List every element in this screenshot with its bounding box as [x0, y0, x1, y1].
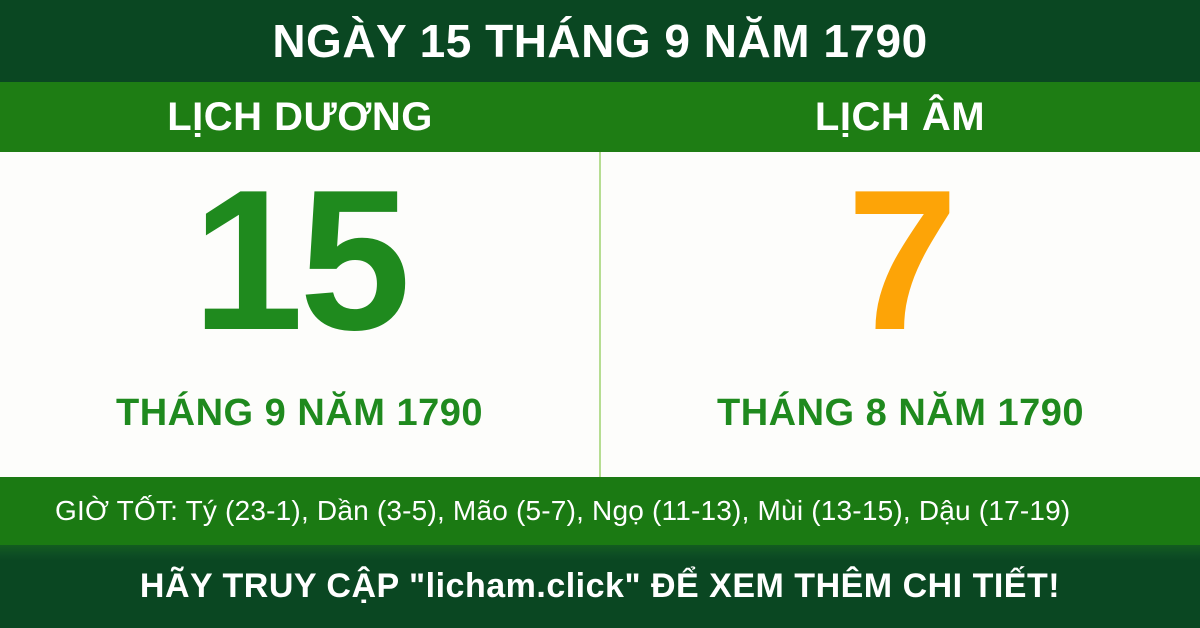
lunar-day-panel: 7 THÁNG 8 NĂM 1790	[601, 152, 1200, 477]
footer-cta-bar: HÃY TRUY CẬP "licham.click" ĐỂ XEM THÊM …	[0, 545, 1200, 628]
day-panels: 15 THÁNG 9 NĂM 1790 7 THÁNG 8 NĂM 1790	[0, 152, 1200, 477]
calendar-type-header-bar: LỊCH DƯƠNG LỊCH ÂM	[0, 82, 1200, 152]
column-divider	[599, 152, 601, 477]
solar-day-panel: 15 THÁNG 9 NĂM 1790	[0, 152, 599, 477]
good-hours-bar: GIỜ TỐT: Tý (23-1), Dần (3-5), Mão (5-7)…	[0, 477, 1200, 545]
lunar-calendar-header: LỊCH ÂM	[814, 94, 986, 139]
lunar-day-number: 7	[846, 149, 958, 372]
footer-cta-text: HÃY TRUY CẬP "licham.click" ĐỂ XEM THÊM …	[139, 567, 1061, 605]
lunar-month-year-label: THÁNG 8 NĂM 1790	[717, 392, 1084, 434]
solar-month-year-label: THÁNG 9 NĂM 1790	[116, 392, 483, 434]
date-header-bar: NGÀY 15 THÁNG 9 NĂM 1790	[0, 0, 1200, 82]
solar-day-number: 15	[192, 149, 410, 372]
solar-calendar-header: LỊCH DƯƠNG	[167, 94, 433, 139]
good-hours-text: GIỜ TỐT: Tý (23-1), Dần (3-5), Mão (5-7)…	[55, 495, 1071, 526]
page-title: NGÀY 15 THÁNG 9 NĂM 1790	[272, 15, 928, 67]
